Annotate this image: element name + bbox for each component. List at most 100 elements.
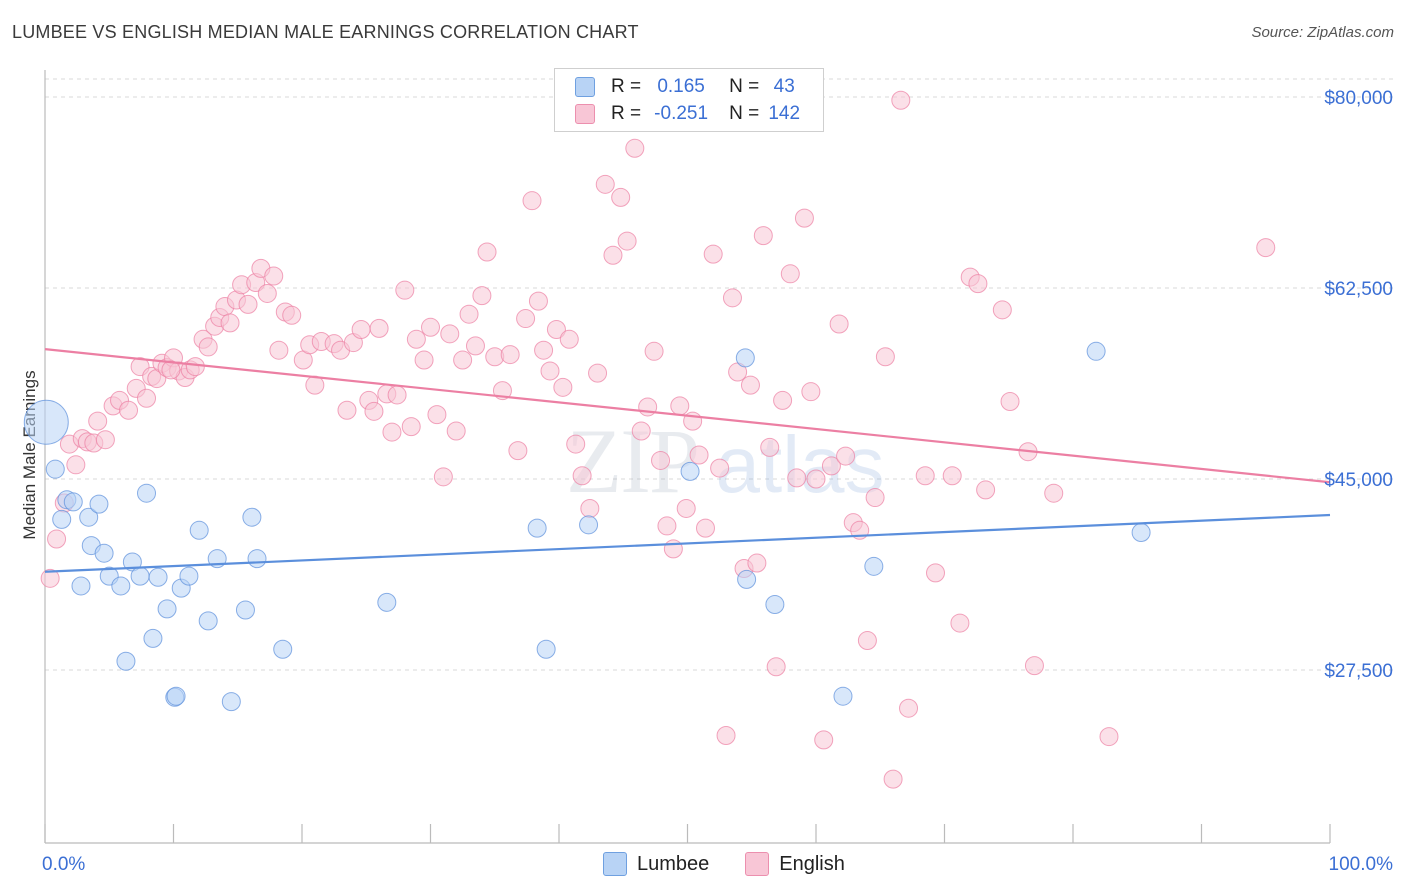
english-point-74 [516,309,536,329]
lumbee-point-21 [179,566,199,586]
english-point-142 [1044,483,1064,503]
lumbee-r-label: R = [611,76,642,97]
english-point-115 [787,468,807,488]
english-point-89 [617,231,637,251]
data-points [23,90,1276,789]
english-point-118 [806,469,826,489]
lumbee-point-22 [189,520,209,540]
english-point-26 [198,337,218,357]
english-point-136 [968,274,988,294]
english-point-91 [631,421,651,441]
english-point-4 [66,455,86,475]
legend-item-lumbee[interactable]: Lumbee [603,852,709,876]
english-point-68 [472,286,492,306]
lumbee-point-15 [137,483,157,503]
lumbee-point-11 [111,576,131,596]
lumbee-point-6 [79,507,99,527]
english-point-137 [976,480,996,500]
english-n-value: 142 [768,103,801,124]
english-point-57 [401,417,421,437]
english-point-1 [47,529,67,549]
english-point-36 [257,283,277,303]
english-point-0 [40,568,60,588]
english-point-128 [883,769,903,789]
english-point-113 [773,390,793,410]
lumbee-point-28 [247,549,267,569]
english-point-67 [465,336,485,356]
english-point-88 [611,187,631,207]
lumbee-trend-line [44,513,1331,573]
english-point-65 [453,350,473,370]
watermark: ZIP atlas [566,410,884,512]
english-point-112 [766,657,786,677]
english-point-93 [644,341,664,361]
english-point-109 [747,553,767,573]
svg-text:ZIP: ZIP [566,410,698,512]
stats-legend: R = 0.165 N = 43 R = -0.251 N = 142 [554,68,824,132]
lumbee-point-27 [242,507,262,527]
lumbee-legend-label: Lumbee [637,852,710,875]
lumbee-r-value: 0.165 [657,76,705,97]
english-point-63 [440,324,460,344]
x-tick-label-1: 100.0% [1329,854,1394,875]
english-point-47 [337,400,357,420]
english-point-114 [780,264,800,284]
english-point-86 [595,174,615,194]
english-r-value: -0.251 [654,103,709,124]
english-point-125 [857,631,877,651]
english-trend-line [44,348,1331,484]
lumbee-point-37 [765,595,785,615]
english-point-52 [369,318,389,338]
y-tick-label-0: $27,500 [1324,661,1393,682]
lumbee-point-42 [166,686,186,706]
lumbee-point-32 [536,639,556,659]
english-point-98 [676,498,696,518]
english-point-130 [899,698,919,718]
english-point-15 [137,388,157,408]
english-point-49 [351,319,371,339]
english-point-56 [395,280,415,300]
english-point-60 [421,317,440,337]
lumbee-point-33 [579,515,599,535]
legend-item-english[interactable]: English [745,852,845,876]
lumbee-point-4 [63,492,83,512]
legend-row-lumbee: R = 0.165 N = 43 [575,74,809,100]
english-point-111 [760,437,780,457]
lumbee-point-16 [143,628,163,648]
lumbee-point-40 [1086,341,1106,361]
english-point-116 [794,208,814,228]
lumbee-point-26 [235,600,255,620]
english-point-73 [508,441,528,461]
english-point-139 [1000,392,1020,412]
svg-text:atlas: atlas [716,420,885,509]
english-legend-label: English [779,852,845,875]
english-point-40 [282,305,302,325]
english-point-90 [625,138,645,158]
english-point-121 [829,314,849,334]
english-point-133 [942,466,962,486]
lumbee-point-38 [833,686,853,706]
english-point-134 [950,613,970,633]
english-point-141 [1024,656,1044,676]
english-point-126 [865,488,885,508]
y-tick-label-2: $62,500 [1324,279,1393,300]
english-point-101 [695,518,715,538]
lumbee-point-8 [89,494,109,514]
english-point-110 [753,226,773,246]
english-point-61 [427,405,447,425]
english-point-108 [740,375,760,395]
english-point-38 [269,340,289,360]
english-point-51 [364,401,384,421]
legend-row-english: R = -0.251 N = 142 [575,101,809,127]
y-tick-label-1: $45,000 [1324,470,1393,491]
english-point-100 [689,445,709,465]
english-point-85 [588,363,608,383]
x-tick-label-0: 0.0% [42,854,85,875]
axes [44,70,1331,844]
english-point-145 [161,360,181,380]
lumbee-point-39 [864,556,884,576]
english-point-64 [446,421,466,441]
english-point-104 [716,725,736,745]
lumbee-n-value: 43 [773,76,795,97]
